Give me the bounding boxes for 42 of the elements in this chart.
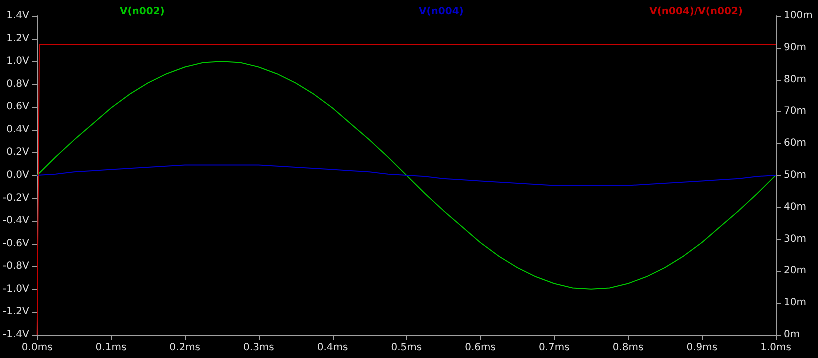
x-tick-label: 0.0ms [22,342,53,354]
text: V(n004)/V(n002) [650,6,744,18]
x-tick-label: 0.8ms [612,342,644,354]
x-tick-label: 0.1ms [96,342,127,354]
y-tick-label: 1.0V [6,56,30,68]
x-tick-label: 0.3ms [244,342,274,354]
y2-tick-label: 0m [784,330,800,340]
y-tick-label: -1.4V [2,330,30,340]
y-tick-label: 0.4V [6,124,30,136]
y-tick-label: -1.0V [2,284,30,295]
x-tick-label: 1.0ms [760,342,792,354]
x-tick-label: 0.4ms [317,342,348,354]
y2-tick-label: 20m [784,266,806,277]
y-tick-label: -0.4V [2,216,30,227]
y-tick-label: 0.6V [6,102,30,113]
y2-tick-label: 60m [784,138,806,150]
y2-tick-label: 10m [784,298,806,309]
y-tick-label: 1.4V [6,10,30,22]
y2-tick-label: 90m [784,42,806,54]
y2-tick-label: 80m [784,74,806,86]
y2-tick-label: 40m [784,202,806,213]
x-tick-label: 0.2ms [170,342,201,354]
y-tick-label: 0.2V [6,147,30,158]
y-tick-label: 0.0V [6,170,30,181]
y-tick-label: 1.2V [6,33,30,44]
y2-tick-label: 70m [784,106,806,118]
y2-tick-label: 50m [784,170,806,181]
y2-tick-label: 30m [784,234,806,245]
line-series [36,61,776,290]
y-tick-label: -0.8V [2,261,30,272]
line-series [36,164,776,186]
text: V(n002) [120,6,165,18]
y-tick-label: 0.8V [6,78,30,90]
y-tick-label: -1.2V [2,306,30,318]
x-tick-label: 0.5ms [391,342,422,354]
x-tick-label: 0.9ms [686,342,718,354]
x-tick-label: 0.6ms [465,342,496,354]
text: V(n004) [419,6,464,18]
y2-tick-label: 100m [784,10,813,22]
y-tick-label: -0.2V [2,192,30,204]
x-tick-label: 0.7ms [538,342,570,354]
y-tick-label: -0.6V [2,238,30,250]
